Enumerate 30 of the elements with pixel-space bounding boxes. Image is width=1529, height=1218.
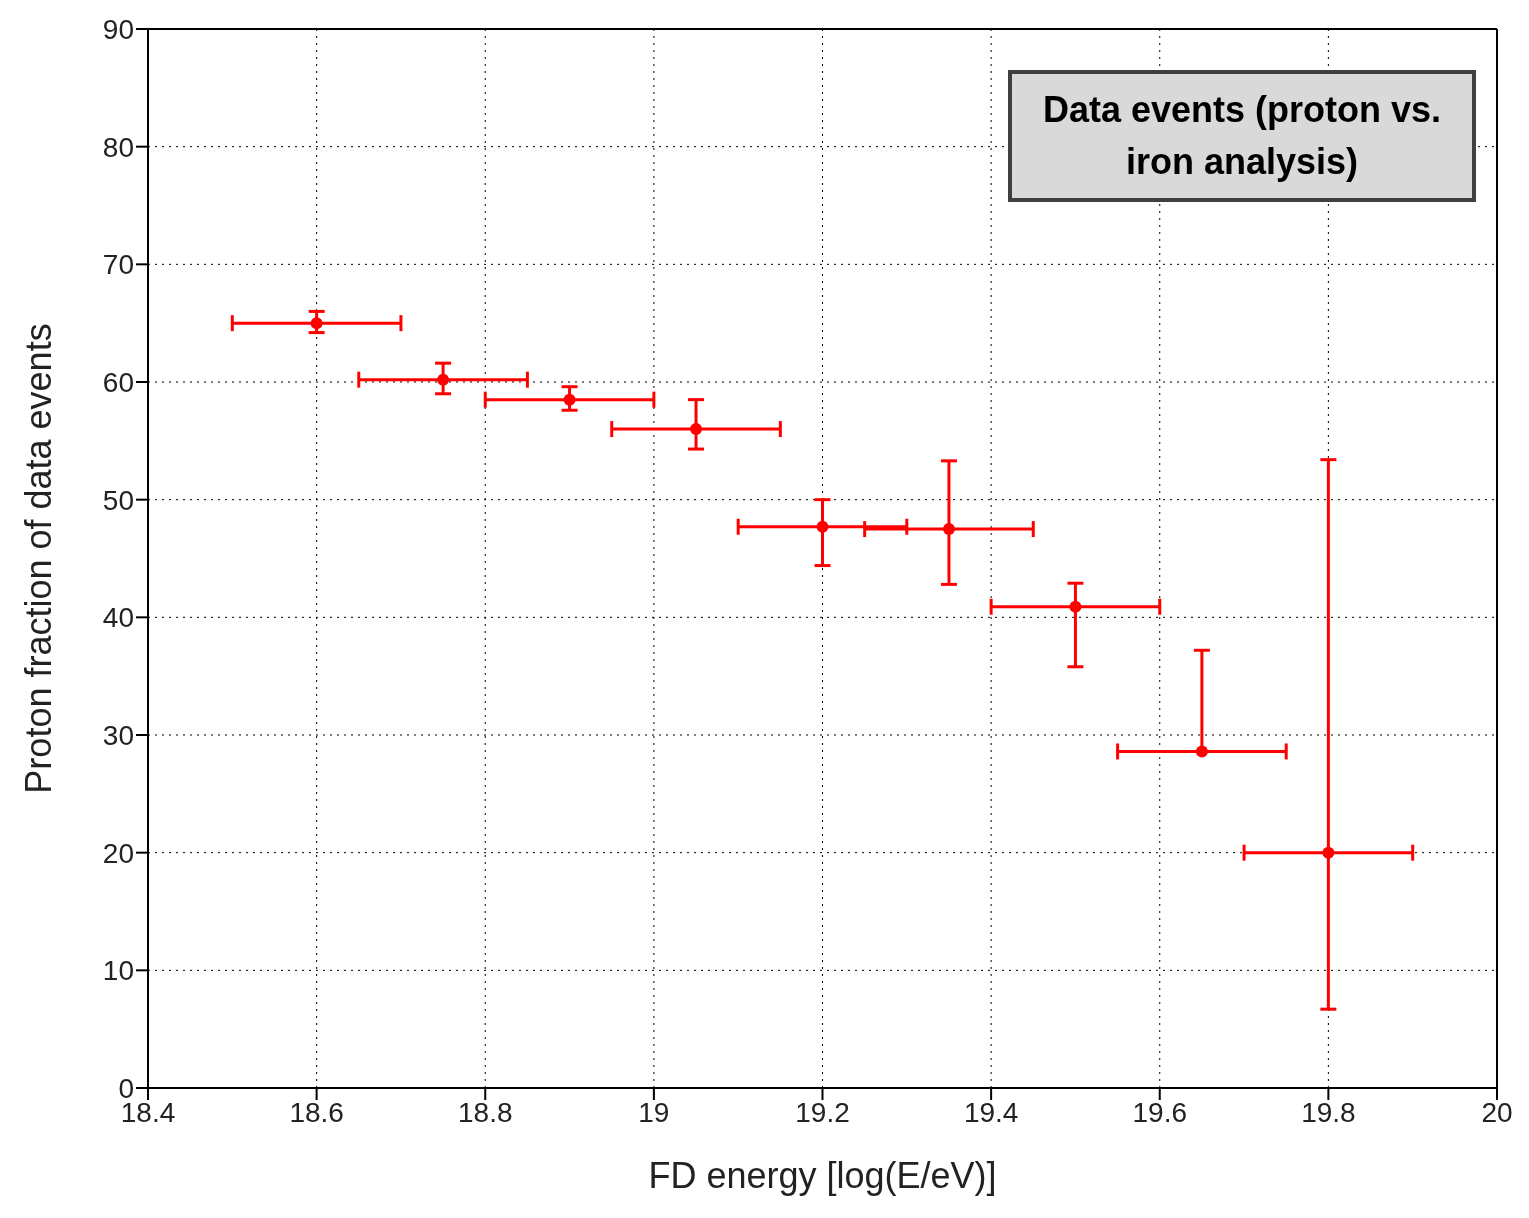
point <box>690 423 703 436</box>
y-tick-label: 30 <box>102 719 134 751</box>
point <box>816 520 829 533</box>
point <box>942 523 955 536</box>
x-tick-label: 19.8 <box>1301 1096 1356 1128</box>
point <box>1195 745 1208 758</box>
x-tick-label: 19.4 <box>963 1096 1019 1128</box>
x-axis-title: FD energy [log(E/eV)] <box>648 1155 997 1196</box>
y-tick-label: 10 <box>102 955 134 987</box>
point <box>1322 846 1335 859</box>
point <box>310 317 323 330</box>
x-tick-label: 19.2 <box>795 1096 850 1128</box>
annotation: Data events (proton vs. iron analysis) <box>1008 70 1476 203</box>
point <box>1069 600 1082 613</box>
x-tick-label: 20 <box>1481 1096 1513 1128</box>
y-tick-label: 40 <box>102 602 134 634</box>
x-tick-label: 19.6 <box>1132 1096 1187 1128</box>
y-tick-label: 0 <box>118 1072 134 1104</box>
y-tick-label: 20 <box>102 837 134 869</box>
y-axis-title: Proton fraction of data events <box>17 323 59 794</box>
x-tick-label: 18.8 <box>458 1096 513 1128</box>
y-tick-label: 60 <box>102 366 134 398</box>
x-tick-label: 18.6 <box>289 1096 344 1128</box>
point <box>563 393 576 406</box>
point <box>437 373 450 386</box>
y-tick-label: 70 <box>102 249 134 281</box>
y-tick-label: 50 <box>102 484 134 516</box>
y-tick-label: 90 <box>102 13 134 45</box>
x-tick-label: 19 <box>638 1096 670 1128</box>
y-tick-label: 80 <box>102 131 134 163</box>
